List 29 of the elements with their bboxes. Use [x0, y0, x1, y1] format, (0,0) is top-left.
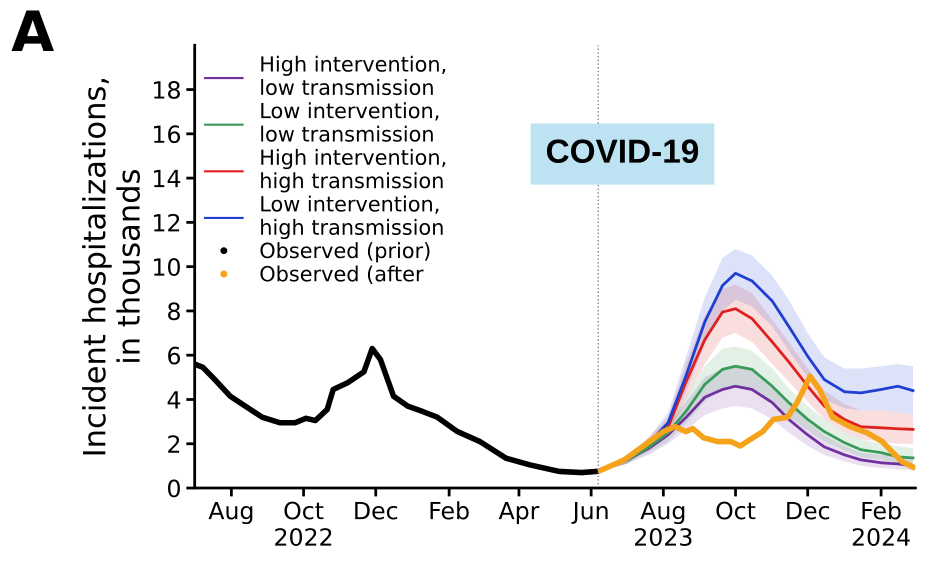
y-tick-label: 8 [168, 302, 180, 320]
y-tick-label: 16 [154, 125, 180, 144]
x-tick-label: Feb [430, 501, 469, 520]
x-tick-label: Aug 2023 [635, 502, 692, 546]
legend-label: Observed (prior) [260, 242, 430, 262]
x-tick-label: Jun [571, 502, 608, 524]
y-tick-label: 14 [154, 170, 180, 188]
x-tick-label: Aug [208, 502, 252, 524]
x-tick-label: Oct [716, 502, 756, 520]
chart-title: A [12, 10, 54, 52]
legend-label: Observed (after [260, 265, 424, 284]
y-tick-label: 12 [154, 214, 180, 232]
legend-label: Low intervention, low transmission [261, 102, 438, 142]
x-tick-label: Feb 2024 [852, 501, 910, 546]
y-tick-label: 10 [154, 258, 180, 276]
legend-label: High intervention, high transmission [261, 148, 446, 192]
annotation: COVID-19 [546, 139, 698, 164]
y-tick-label: 6 [168, 346, 180, 365]
x-tick-label: Dec [355, 502, 398, 520]
y-tick-label: 18 [154, 81, 180, 99]
y-tick-label: 0 [168, 479, 180, 498]
x-tick-label: Oct 2022 [275, 502, 332, 546]
legend-label: Low intervention, high transmission [261, 196, 443, 240]
x-tick-label: Apr [498, 502, 540, 524]
x-tick-label: Dec [787, 502, 830, 520]
y-tick-label: 4 [168, 391, 180, 408]
y-axis-title: Incident hospitalizations, in thousands [82, 78, 140, 454]
legend-label: High intervention, low transmission [261, 56, 446, 96]
y-tick-label: 2 [168, 435, 180, 453]
